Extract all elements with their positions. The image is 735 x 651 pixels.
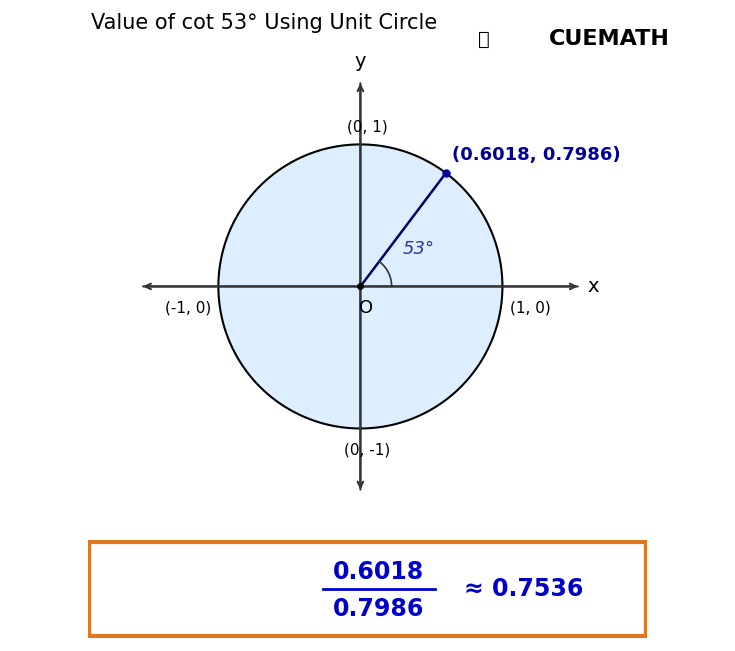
Text: Value of cot 53° Using Unit Circle: Value of cot 53° Using Unit Circle — [91, 13, 437, 33]
Text: 0.7986: 0.7986 — [333, 597, 424, 620]
Text: ≈ 0.7536: ≈ 0.7536 — [465, 577, 584, 601]
Text: 53°: 53° — [403, 240, 435, 258]
Text: (0, 1): (0, 1) — [347, 120, 388, 135]
Text: 🚀: 🚀 — [478, 29, 490, 49]
Text: CUEMATH: CUEMATH — [549, 29, 670, 49]
FancyBboxPatch shape — [89, 542, 646, 636]
Text: (-1, 0): (-1, 0) — [165, 301, 211, 316]
Text: (1, 0): (1, 0) — [509, 301, 551, 316]
Text: y: y — [355, 51, 366, 70]
Text: (0, -1): (0, -1) — [345, 443, 390, 458]
Text: 0.6018: 0.6018 — [333, 560, 424, 583]
Text: O: O — [359, 299, 373, 317]
Text: x: x — [588, 277, 599, 296]
Text: (0.6018, 0.7986): (0.6018, 0.7986) — [451, 146, 620, 165]
Polygon shape — [218, 145, 503, 428]
